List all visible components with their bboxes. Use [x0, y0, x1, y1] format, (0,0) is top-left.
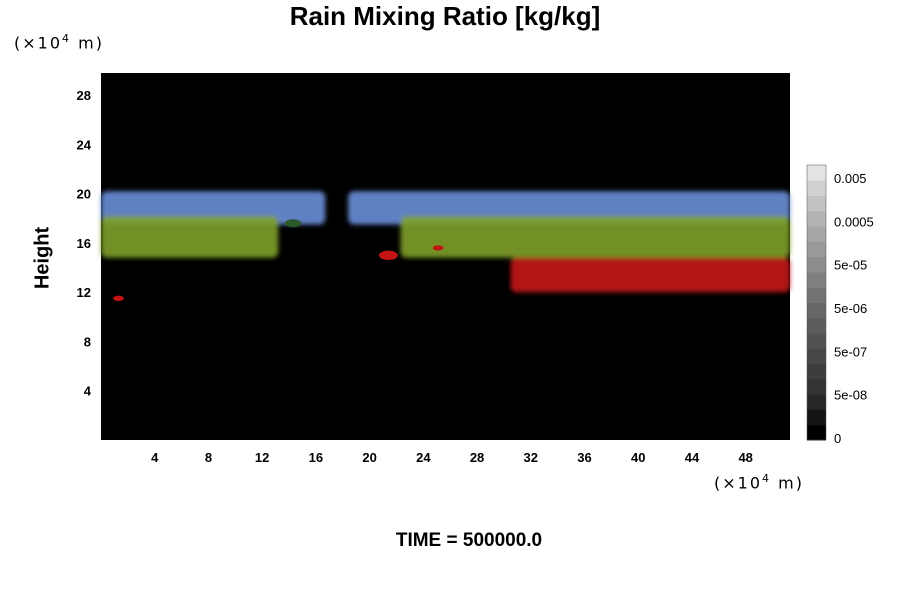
x-tick-28: 28 — [470, 450, 484, 465]
colorbar-swatch-17 — [807, 165, 826, 181]
x-axis-unit: (×104 m) — [714, 472, 804, 492]
colorbar-swatch-9 — [807, 287, 826, 303]
colorbar-swatch-10 — [807, 271, 826, 288]
data-layer-2-span-0 — [510, 257, 790, 293]
colorbar-swatch-13 — [807, 226, 826, 242]
y-tick-12: 12 — [77, 285, 91, 300]
y-unit-post: m) — [71, 33, 104, 53]
x-tick-8: 8 — [205, 450, 212, 465]
colorbar-swatch-16 — [807, 180, 826, 197]
x-tick-48: 48 — [738, 450, 752, 465]
data-blob-1 — [379, 250, 398, 260]
x-tick-24: 24 — [416, 450, 431, 465]
colorbar-tick-labels: 0.005 0.0005 5e-05 5e-06 5e-07 5e-08 0 — [834, 171, 874, 446]
x-tick-32: 32 — [524, 450, 538, 465]
y-tick-4: 4 — [84, 384, 92, 399]
y-tick-16: 16 — [77, 236, 91, 251]
colorbar-swatch-6 — [807, 333, 826, 349]
colorbar-label-3: 5e-06 — [834, 301, 867, 316]
colorbar-swatch-4 — [807, 363, 826, 380]
colorbar-swatch-15 — [807, 195, 826, 212]
colorbar-swatch-1 — [807, 409, 826, 426]
x-tick-40: 40 — [631, 450, 645, 465]
data-blob-0 — [113, 295, 124, 302]
data-blob-2 — [432, 245, 444, 251]
colorbar-label-0: 0.005 — [834, 171, 867, 186]
time-label: TIME = 500000.0 — [395, 530, 543, 551]
colorbar-swatch-8 — [807, 302, 826, 319]
y-unit-pre: (×10 — [14, 33, 63, 53]
colorbar — [806, 164, 827, 441]
y-tick-labels: 4 8 12 16 20 24 28 — [77, 88, 92, 399]
colorbar-swatch-12 — [807, 241, 826, 258]
colorbar-label-2: 5e-05 — [834, 258, 867, 273]
y-tick-28: 28 — [77, 88, 91, 103]
colorbar-label-6: 0 — [834, 431, 841, 446]
colorbar-frame — [806, 164, 827, 441]
colorbar-swatch-7 — [807, 317, 826, 334]
colorbar-label-1: 0.0005 — [834, 214, 874, 229]
colorbar-swatch-3 — [807, 378, 826, 395]
x-unit-exp: 4 — [762, 472, 772, 485]
chart-title: Rain Mixing Ratio [kg/kg] — [289, 1, 601, 31]
x-tick-36: 36 — [577, 450, 591, 465]
y-unit-exp: 4 — [62, 32, 72, 45]
data-layer-1-span-1 — [400, 215, 790, 258]
colorbar-label-4: 5e-07 — [834, 344, 867, 359]
x-unit-post: m) — [771, 473, 804, 493]
colorbar-swatch-11 — [807, 256, 826, 273]
colorbar-swatch-14 — [807, 210, 826, 227]
x-tick-16: 16 — [309, 450, 323, 465]
data-blob-3 — [285, 219, 302, 228]
x-tick-12: 12 — [255, 450, 269, 465]
colorbar-swatch-5 — [807, 348, 826, 365]
x-unit-pre: (×10 — [714, 473, 763, 493]
data-blobs — [113, 219, 444, 302]
colorbar-swatch-2 — [807, 394, 826, 410]
x-tick-labels: 4 8 12 16 20 24 28 32 36 40 44 48 — [151, 450, 753, 465]
x-tick-44: 44 — [685, 450, 700, 465]
data-layers — [101, 191, 790, 293]
y-axis-unit: (×104 m) — [14, 32, 104, 52]
colorbar-swatch-0 — [807, 424, 826, 441]
x-tick-20: 20 — [362, 450, 376, 465]
y-tick-20: 20 — [77, 187, 91, 202]
y-tick-8: 8 — [84, 334, 91, 349]
y-tick-24: 24 — [77, 137, 92, 152]
colorbar-label-5: 5e-08 — [834, 388, 867, 403]
x-tick-4: 4 — [151, 450, 159, 465]
data-layer-1-span-0 — [101, 215, 279, 258]
